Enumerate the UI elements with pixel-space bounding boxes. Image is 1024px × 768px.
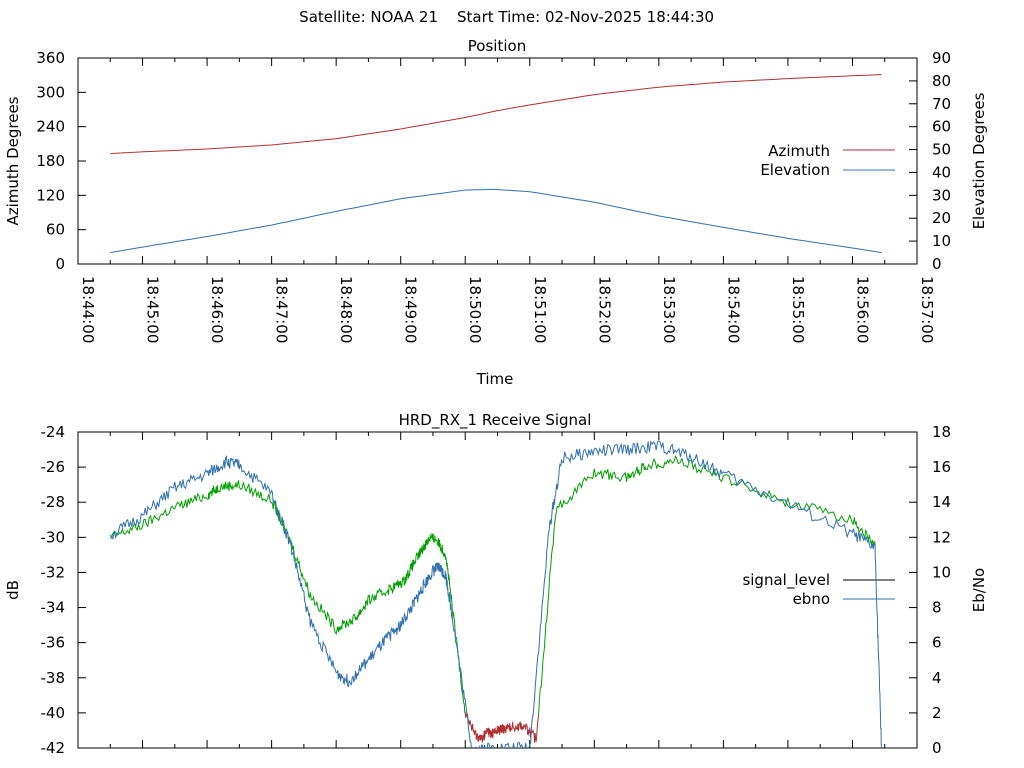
y2-tick-label: 40 <box>932 163 951 181</box>
chart-title: HRD_RX_1 Receive Signal <box>399 411 592 430</box>
y2-tick-label: 18 <box>932 423 951 441</box>
x-tick-label: 18:53:00 <box>660 276 678 343</box>
series-line-signal_level-below <box>464 711 540 743</box>
y2-tick-label: 0 <box>932 255 942 273</box>
legend-label-signal-level: signal_level <box>742 571 830 590</box>
y-tick-label: 240 <box>36 118 65 136</box>
series-line-signal_level-above <box>538 455 876 715</box>
y2-tick-label: 50 <box>932 141 951 159</box>
x-axis-label: Time <box>476 370 514 388</box>
y-tick-label: -40 <box>41 704 66 722</box>
y2-tick-label: 0 <box>932 739 942 757</box>
x-tick-label: 18:50:00 <box>466 276 484 343</box>
y-tick-label: 300 <box>36 83 65 101</box>
y2-tick-label: 80 <box>932 72 951 90</box>
series-line-signal_level-above <box>109 480 466 714</box>
y-tick-label: 180 <box>36 152 65 170</box>
satellite-label: Satellite: NOAA 21 <box>299 8 438 26</box>
legend-label-azimuth: Azimuth <box>768 142 830 160</box>
x-tick-label: 18:46:00 <box>208 276 226 343</box>
y2-tick-label: 6 <box>932 634 942 652</box>
y-tick-label: -34 <box>41 599 66 617</box>
y-axis-label: Azimuth Degrees <box>4 96 22 225</box>
start-time-label: Start Time: 02-Nov-2025 18:44:30 <box>457 8 714 26</box>
legend-label-ebno: ebno <box>793 590 830 608</box>
y-tick-label: 0 <box>55 255 65 273</box>
y2-tick-label: 10 <box>932 232 951 250</box>
y-tick-label: -28 <box>41 493 66 511</box>
x-tick-label: 18:56:00 <box>853 276 871 343</box>
y-tick-label: -24 <box>41 423 66 441</box>
y2-tick-label: 10 <box>932 563 951 581</box>
y2-tick-label: 90 <box>932 49 951 67</box>
y2-tick-label: 20 <box>932 209 951 227</box>
y-tick-label: -36 <box>41 634 66 652</box>
series-line-Azimuth <box>110 74 882 155</box>
y-tick-label: -26 <box>41 458 66 476</box>
x-tick-label: 18:47:00 <box>273 276 291 343</box>
y2-tick-label: 8 <box>932 599 942 617</box>
y-tick-label: -30 <box>41 528 66 546</box>
plot-frame <box>77 57 918 265</box>
y2-axis-label: Eb/No <box>970 568 988 612</box>
plot-frame <box>77 431 918 749</box>
y2-tick-label: 16 <box>932 458 951 476</box>
receive-signal-chart: 18 16 14 12 10 8 6 4 2 0 -24 -26 -28 -30 -32 -34 -36 -38 -… <box>4 411 988 757</box>
y2-axis-label: Elevation Degrees <box>970 92 988 229</box>
legend-label-elevation: Elevation <box>760 161 830 179</box>
x-tick-label: 18:49:00 <box>402 276 420 343</box>
y-axis-label: dB <box>4 580 22 600</box>
y-tick-label: 120 <box>36 186 65 204</box>
y2-tick-label: 2 <box>932 704 942 722</box>
x-tick-label: 18:48:00 <box>337 276 355 343</box>
x-tick-label: 18:55:00 <box>789 276 807 343</box>
y2-tick-label: 4 <box>932 669 942 687</box>
series-line-Elevation <box>110 188 882 254</box>
plot-layer: 18 16 14 12 10 8 6 4 2 0 -24 -26 -28 -30 -32 -34 -36 -38 -… <box>41 423 952 757</box>
x-tick-label: 18:45:00 <box>144 276 162 343</box>
x-tick-label: 18:51:00 <box>531 276 549 343</box>
series-line-ebno <box>109 440 882 748</box>
chart-title: Position <box>468 37 526 55</box>
y2-tick-label: 12 <box>932 528 951 546</box>
y2-tick-label: 70 <box>932 95 951 113</box>
y2-tick-label: 60 <box>932 118 951 136</box>
y2-tick-label: 30 <box>932 186 951 204</box>
y-tick-label: -32 <box>41 563 66 581</box>
plot-layer: 90 80 70 60 50 40 30 20 10 0 360 300 240 180 120 60 0 18:… <box>36 49 951 343</box>
y-tick-label: 60 <box>46 221 65 239</box>
y-tick-label: -38 <box>41 669 66 687</box>
x-tick-label: 18:44:00 <box>79 276 97 343</box>
y-tick-label: -42 <box>41 739 66 757</box>
position-chart: 90 80 70 60 50 40 30 20 10 0 360 300 240 180 120 60 0 18:… <box>4 37 988 388</box>
x-tick-label: 18:54:00 <box>724 276 742 343</box>
header-text: Satellite: NOAA 21 Start Time: 02-Nov-20… <box>299 8 714 26</box>
y-tick-label: 360 <box>36 49 65 67</box>
y2-tick-label: 14 <box>932 493 951 511</box>
x-tick-label: 18:57:00 <box>918 276 936 343</box>
x-tick-label: 18:52:00 <box>595 276 613 343</box>
